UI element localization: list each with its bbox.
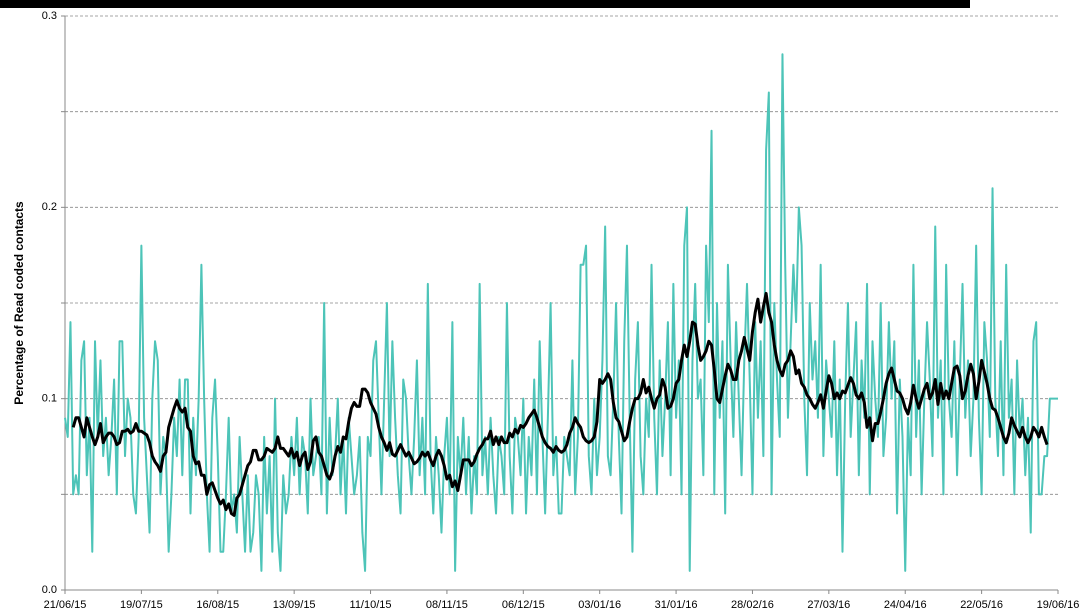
x-tick-label: 27/03/16 xyxy=(807,599,850,611)
series-line xyxy=(64,53,1058,572)
x-tick-label: 19/07/15 xyxy=(120,599,163,611)
x-tick-label: 16/08/15 xyxy=(196,599,239,611)
x-tick-label: 21/06/15 xyxy=(44,599,87,611)
x-tick-label: 03/01/16 xyxy=(578,599,621,611)
x-tick-label: 11/10/15 xyxy=(350,599,392,611)
y-tick-label: 0.1 xyxy=(42,393,57,405)
y-tick-label: 0.0 xyxy=(42,584,57,596)
x-tick-label: 08/11/15 xyxy=(426,599,468,611)
y-tick-label: 0.3 xyxy=(42,10,57,22)
x-tick-label: 31/01/16 xyxy=(655,599,698,611)
y-tick-label: 0.2 xyxy=(42,201,57,213)
y-axis-label: Percentage of Read coded contacts xyxy=(12,201,26,405)
x-tick-label: 22/05/16 xyxy=(960,599,1003,611)
header-bar xyxy=(0,0,970,8)
x-tick-label: 24/04/16 xyxy=(884,599,927,611)
x-tick-label: 28/02/16 xyxy=(731,599,774,611)
x-tick-label: 06/12/15 xyxy=(502,599,545,611)
series-line xyxy=(71,291,1049,517)
x-tick-label: 19/06/16 xyxy=(1037,599,1080,611)
x-tick-label: 13/09/15 xyxy=(273,599,316,611)
